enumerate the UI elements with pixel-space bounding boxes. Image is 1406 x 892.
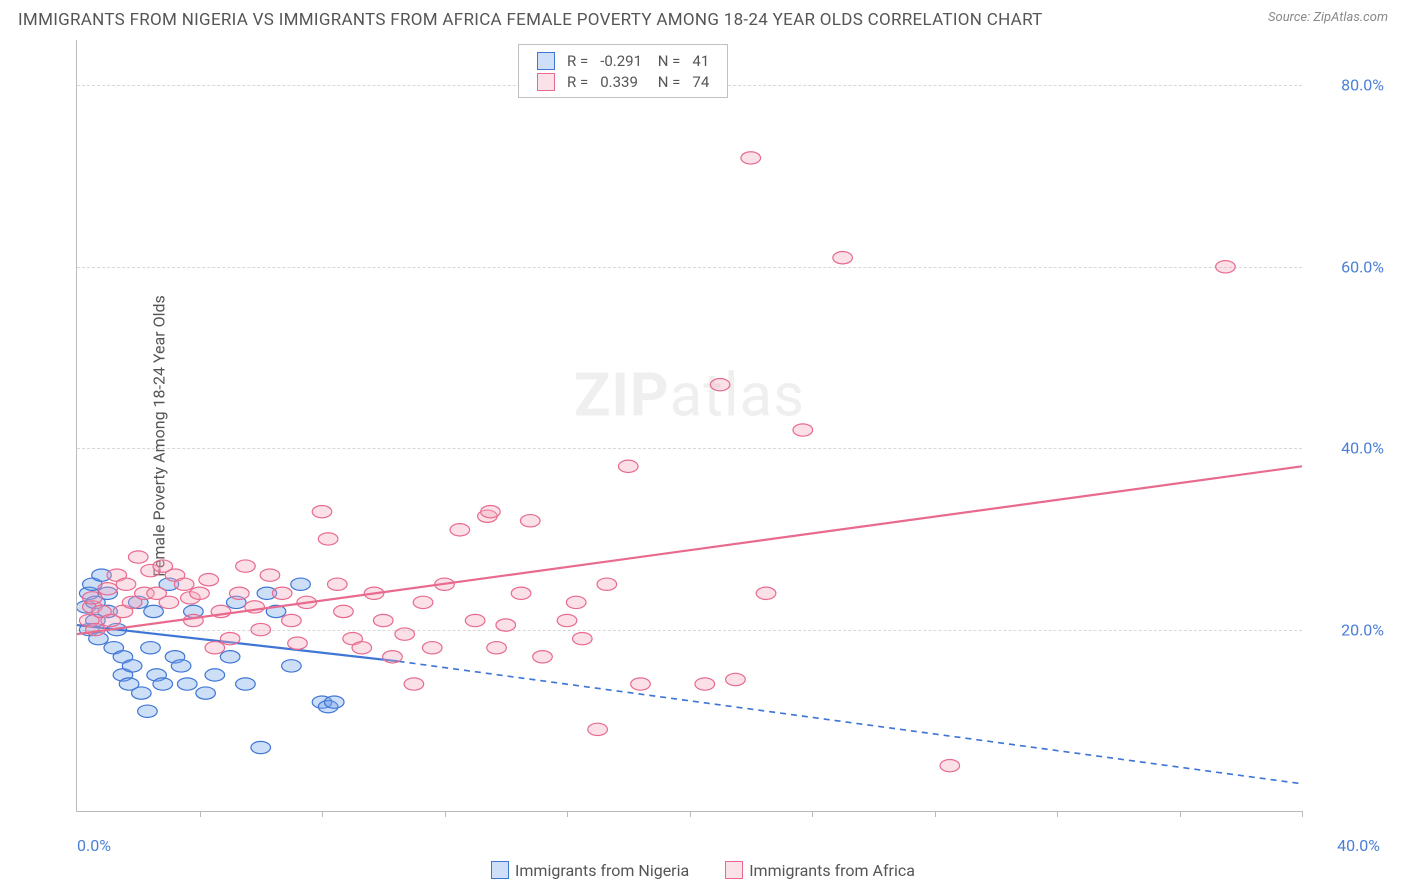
plot-region: ZIPatlas R =-0.291 N =41R =0.339 N =74 2… (76, 40, 1302, 812)
data-point-africa (450, 524, 470, 536)
x-tick (445, 811, 446, 817)
legend-item-africa: Immigrants from Africa (725, 861, 915, 880)
data-point-nigeria (282, 660, 302, 672)
data-point-africa (618, 460, 638, 472)
data-point-africa (190, 587, 210, 599)
data-point-nigeria (122, 660, 142, 672)
data-point-nigeria (291, 578, 311, 590)
data-point-africa (328, 578, 348, 590)
data-point-nigeria (141, 642, 161, 654)
data-point-nigeria (251, 741, 271, 753)
data-point-africa (159, 596, 179, 608)
data-point-nigeria (177, 678, 197, 690)
data-point-africa (481, 506, 501, 518)
data-point-africa (334, 605, 354, 617)
data-point-africa (588, 723, 608, 735)
data-point-africa (533, 651, 553, 663)
data-point-nigeria (205, 669, 225, 681)
data-point-africa (251, 623, 271, 635)
data-point-africa (710, 379, 730, 391)
source-attribution: Source: ZipAtlas.com (1268, 10, 1388, 25)
x-tick-label: 40.0% (1337, 836, 1380, 855)
data-point-africa (236, 560, 256, 572)
y-tick-label: 20.0% (1314, 620, 1384, 639)
data-point-africa (793, 424, 813, 436)
data-point-nigeria (236, 678, 256, 690)
y-tick-label: 60.0% (1314, 257, 1384, 276)
x-tick (1057, 811, 1058, 817)
trendline-dash-nigeria (399, 661, 1302, 783)
data-point-africa (1216, 261, 1236, 273)
data-point-africa (487, 642, 507, 654)
data-point-africa (422, 642, 442, 654)
legend-row-africa: R =0.339 N =74 (531, 71, 715, 92)
data-point-africa (282, 614, 302, 626)
data-point-africa (557, 614, 577, 626)
data-point-africa (116, 578, 136, 590)
series-legend: Immigrants from Nigeria Immigrants from A… (0, 861, 1406, 880)
data-point-africa (465, 614, 485, 626)
trendline-africa (77, 466, 1302, 634)
data-point-africa (373, 614, 393, 626)
data-point-nigeria (196, 687, 216, 699)
data-point-nigeria (138, 705, 158, 717)
data-point-africa (597, 578, 617, 590)
data-point-africa (312, 506, 332, 518)
y-tick-label: 80.0% (1314, 76, 1384, 95)
data-point-africa (404, 678, 424, 690)
data-point-africa (833, 252, 853, 264)
chart-title: IMMIGRANTS FROM NIGERIA VS IMMIGRANTS FR… (18, 10, 1043, 30)
data-point-africa (496, 619, 516, 631)
x-tick-label: 0.0% (77, 836, 111, 855)
data-point-africa (98, 583, 118, 595)
x-tick (690, 811, 691, 817)
data-point-africa (756, 587, 776, 599)
data-point-africa (352, 642, 372, 654)
data-point-nigeria (132, 687, 152, 699)
data-point-africa (318, 533, 338, 545)
data-point-africa (631, 678, 651, 690)
correlation-legend: R =-0.291 N =41R =0.339 N =74 (518, 44, 728, 98)
data-point-africa (199, 574, 219, 586)
data-point-africa (272, 587, 292, 599)
legend-row-nigeria: R =-0.291 N =41 (531, 50, 715, 71)
data-point-africa (940, 759, 960, 771)
x-tick (1180, 811, 1181, 817)
legend-item-nigeria: Immigrants from Nigeria (491, 861, 689, 880)
data-point-africa (695, 678, 715, 690)
data-point-africa (230, 587, 250, 599)
x-tick (200, 811, 201, 817)
data-point-africa (511, 587, 531, 599)
x-tick (322, 811, 323, 817)
x-tick (567, 811, 568, 817)
data-point-africa (566, 596, 586, 608)
data-point-africa (520, 515, 540, 527)
data-point-africa (83, 592, 103, 604)
data-point-africa (395, 628, 415, 640)
data-point-nigeria (171, 660, 191, 672)
x-tick (812, 811, 813, 817)
data-point-nigeria (220, 651, 240, 663)
data-point-africa (128, 551, 148, 563)
data-point-africa (383, 651, 403, 663)
data-point-nigeria (144, 605, 164, 617)
data-point-africa (741, 152, 761, 164)
data-point-africa (726, 673, 746, 685)
chart-area: Female Poverty Among 18-24 Year Olds ZIP… (48, 40, 1392, 832)
data-point-nigeria (324, 696, 344, 708)
data-point-africa (174, 578, 194, 590)
data-point-africa (220, 632, 240, 644)
x-tick (935, 811, 936, 817)
data-point-africa (573, 632, 593, 644)
y-tick-label: 40.0% (1314, 439, 1384, 458)
data-point-africa (260, 569, 280, 581)
data-point-nigeria (153, 678, 173, 690)
x-tick (1302, 811, 1303, 817)
data-point-africa (205, 642, 225, 654)
data-point-africa (413, 596, 433, 608)
data-point-africa (288, 637, 308, 649)
